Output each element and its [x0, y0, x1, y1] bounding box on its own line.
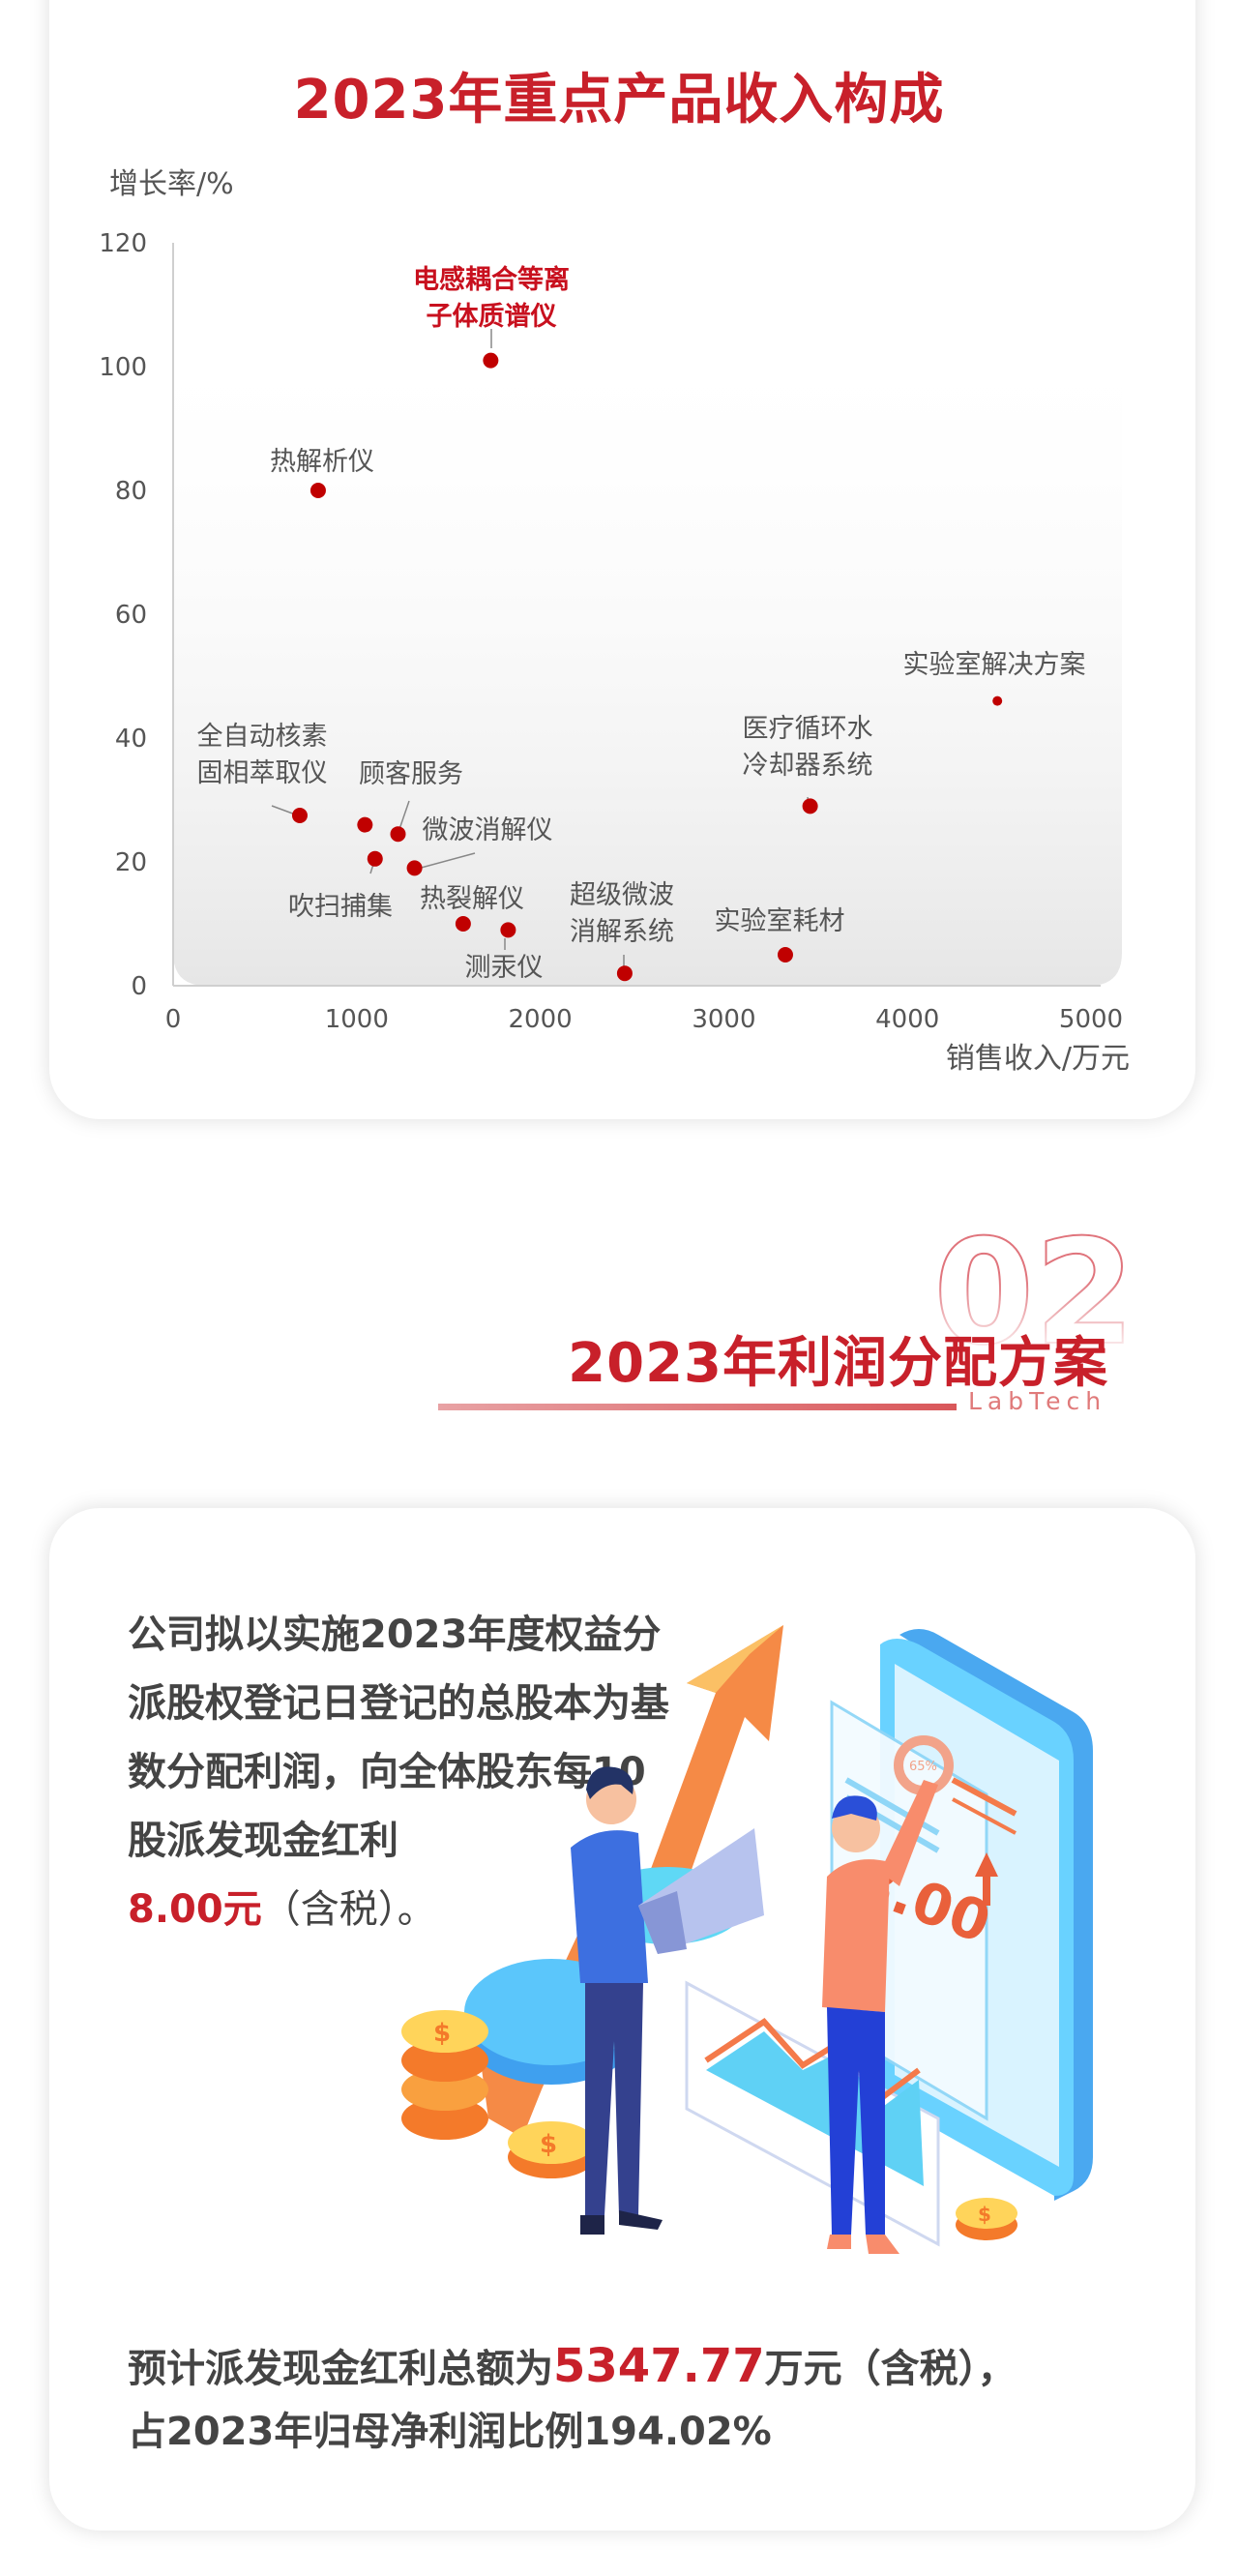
- y-tick-label: 120: [99, 229, 147, 258]
- point-label: 冷却器系统: [743, 751, 873, 781]
- dividend-suffix: （含税）。: [261, 1887, 436, 1932]
- person-with-laptop: [571, 1766, 764, 2235]
- scatter-point[interactable]: [616, 965, 633, 982]
- summary-amount: 5347.77: [553, 2339, 765, 2393]
- y-tick-label: 20: [115, 848, 147, 877]
- section-title: 2023年利润分配方案: [568, 1332, 1108, 1395]
- point-label: 消解系统: [570, 917, 674, 947]
- section-underline: [438, 1404, 957, 1410]
- x-tick-label: 3000: [692, 1005, 755, 1034]
- scatter-point[interactable]: [802, 798, 818, 814]
- scatter-point[interactable]: [455, 916, 471, 932]
- scatter-point[interactable]: [357, 816, 373, 833]
- x-axis-label: 销售收入/万元: [946, 1042, 1130, 1076]
- point-label: 热裂解仪: [420, 884, 524, 914]
- point-label: 电感耦合等离: [413, 264, 570, 295]
- point-label: 医疗循环水: [743, 714, 873, 744]
- point-label: 微波消解仪: [423, 815, 553, 845]
- scatter-chart: 增长率/% 销售收入/万元 0 20 40 60 80 100 120 0 1000 2000 30…: [99, 167, 1130, 1076]
- scatter-point[interactable]: [992, 696, 1003, 706]
- x-tick-label: 2000: [509, 1005, 573, 1034]
- dividend-summary: 预计派发现金红利总额为5347.77万元（含税）， 占2023年归母净利润比例19…: [128, 2335, 1143, 2464]
- finance-illustration: 65% 8.00 $ $ $: [401, 1625, 1093, 2254]
- point-label: 吹扫捕集: [288, 892, 393, 922]
- scatter-point[interactable]: [310, 483, 326, 498]
- point-label: 实验室解决方案: [903, 650, 1086, 680]
- dividend-amount: 8.00元: [128, 1887, 262, 1932]
- y-tick-label: 80: [115, 477, 147, 506]
- scatter-point[interactable]: [483, 352, 499, 369]
- person-pointing: [822, 1780, 938, 2254]
- scatter-point[interactable]: [367, 850, 383, 867]
- x-tick-label: 1000: [325, 1005, 389, 1034]
- x-tick-label: 0: [165, 1005, 182, 1034]
- scatter-point[interactable]: [500, 922, 516, 938]
- scatter-point[interactable]: [406, 860, 423, 876]
- scatter-point[interactable]: [777, 947, 793, 962]
- dividend-paragraph: 公司拟以实施2023年度权益分派股权登记日登记的总股本为基数分配利润，向全体股东…: [128, 1601, 669, 1944]
- point-label: 实验室耗材: [715, 906, 845, 936]
- coin-icon: $: [956, 2198, 1017, 2240]
- scatter-point[interactable]: [390, 826, 406, 843]
- summary-unit: 万元（含税），: [764, 2347, 1017, 2391]
- plot-background: [173, 319, 1122, 986]
- y-tick-label: 100: [99, 353, 147, 382]
- point-label: 固相萃取仪: [197, 758, 328, 788]
- pie-percent: 65%: [909, 1760, 937, 1774]
- x-tick-label: 5000: [1059, 1005, 1123, 1034]
- coin-stack-icon: $: [401, 2010, 488, 2140]
- summary-ratio: 占2023年归母净利润比例194.02%: [128, 2410, 772, 2454]
- svg-text:$: $: [433, 2019, 451, 2048]
- y-tick-label: 40: [115, 725, 147, 754]
- point-label: 热解析仪: [270, 447, 374, 477]
- point-label: 全自动核素: [197, 722, 328, 752]
- section-number: 02: [932, 1209, 1136, 1377]
- section-subtitle: LabTech: [968, 1387, 1107, 1415]
- svg-text:$: $: [978, 2203, 991, 2226]
- point-label: 超级微波: [570, 880, 674, 910]
- y-tick-label: 60: [115, 601, 147, 630]
- dividend-text: 公司拟以实施2023年度权益分派股权登记日登记的总股本为基数分配利润，向全体股东…: [128, 1613, 669, 1863]
- summary-prefix: 预计派发现金红利总额为: [128, 2347, 553, 2391]
- y-axis-label: 增长率/%: [109, 167, 234, 201]
- svg-text:$: $: [540, 2130, 557, 2159]
- point-label: 顾客服务: [359, 759, 463, 789]
- coin-icon: $: [508, 2121, 595, 2178]
- x-tick-label: 4000: [875, 1005, 939, 1034]
- chart-title: 2023年重点产品收入构成: [293, 69, 945, 132]
- point-label: 测汞仪: [465, 953, 544, 983]
- y-tick-label: 0: [131, 972, 147, 1001]
- label-leader-line: [413, 852, 476, 871]
- scatter-point[interactable]: [291, 808, 308, 823]
- point-label: 子体质谱仪: [427, 301, 557, 332]
